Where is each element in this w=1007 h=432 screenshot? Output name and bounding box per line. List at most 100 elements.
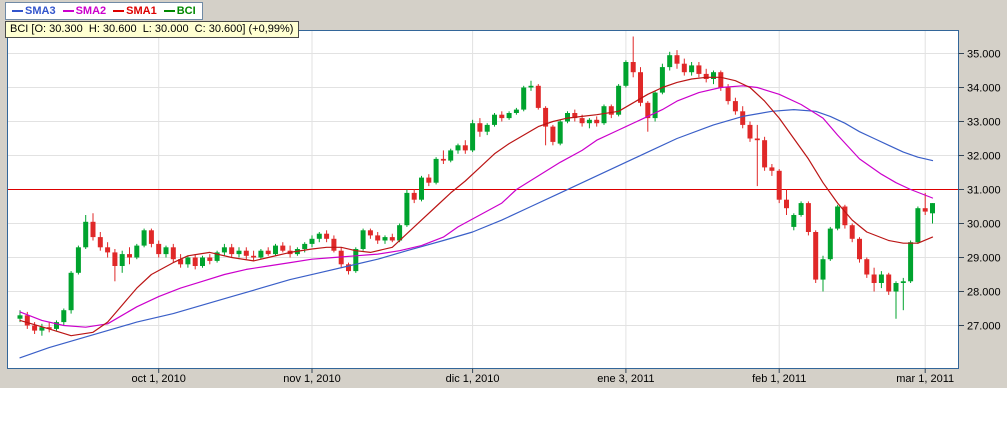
candle-body bbox=[776, 170, 782, 200]
candle-body bbox=[148, 230, 154, 244]
candle-body bbox=[835, 206, 841, 229]
x-tick-label: nov 1, 2010 bbox=[283, 373, 341, 385]
y-tick-label: 31.000 bbox=[967, 185, 1001, 197]
plot-frame bbox=[7, 30, 959, 369]
candle-body bbox=[732, 101, 738, 112]
candle-body bbox=[659, 67, 665, 93]
candle-body bbox=[280, 245, 286, 251]
candle-body bbox=[214, 252, 220, 261]
candle-body bbox=[360, 230, 366, 249]
candle-body bbox=[484, 124, 490, 132]
candle-body bbox=[243, 250, 249, 256]
candle-body bbox=[645, 102, 651, 119]
series-color-dash-icon bbox=[163, 10, 175, 12]
candle-body bbox=[674, 55, 680, 64]
plot-background bbox=[7, 30, 959, 369]
candle-body bbox=[900, 281, 906, 283]
candle-body bbox=[316, 233, 322, 239]
candle-body bbox=[382, 237, 388, 241]
legend-item-sma1[interactable]: SMA1 bbox=[113, 5, 157, 17]
candle-body bbox=[265, 250, 271, 255]
candle-body bbox=[886, 274, 892, 292]
candle-body bbox=[506, 113, 512, 119]
candle-body bbox=[83, 221, 89, 248]
candle-body bbox=[477, 123, 483, 132]
series-color-dash-icon bbox=[62, 10, 74, 12]
candle-body bbox=[192, 257, 198, 266]
candle-body bbox=[163, 247, 169, 255]
candle-body bbox=[46, 327, 52, 329]
candle-body bbox=[367, 230, 373, 236]
candle-body bbox=[528, 85, 534, 88]
candle-body bbox=[689, 65, 695, 73]
legend-item-sma2[interactable]: SMA2 bbox=[62, 5, 106, 17]
candle-body bbox=[601, 106, 607, 124]
candle-body bbox=[586, 119, 592, 124]
y-tick-label: 30.000 bbox=[967, 219, 1001, 231]
candle-body bbox=[842, 206, 848, 226]
chart-legend: SMA3 SMA2 SMA1 BCI bbox=[5, 2, 203, 20]
candle-body bbox=[696, 65, 702, 74]
candle-body bbox=[813, 232, 819, 280]
candle-body bbox=[725, 87, 731, 102]
legend-item-sma3[interactable]: SMA3 bbox=[12, 5, 56, 17]
x-tick-label: oct 1, 2010 bbox=[131, 373, 185, 385]
x-tick-label: feb 1, 2011 bbox=[752, 373, 806, 385]
series-color-dash-icon bbox=[12, 10, 23, 12]
candle-body bbox=[404, 192, 410, 226]
x-axis: oct 1, 2010 nov 1, 2010 dic 1, 2010 ene 3, … bbox=[131, 368, 954, 385]
candle-body bbox=[68, 272, 74, 311]
y-tick-label: 27.000 bbox=[967, 321, 1001, 333]
candle-body bbox=[324, 233, 330, 239]
candle-body bbox=[207, 257, 213, 261]
candle-body bbox=[200, 257, 205, 266]
candle-body bbox=[550, 126, 556, 142]
candle-body bbox=[440, 158, 446, 161]
candle-body bbox=[90, 221, 96, 238]
candle-body bbox=[754, 138, 760, 141]
candle-body bbox=[462, 145, 468, 151]
candle-body bbox=[572, 113, 578, 119]
candle-body bbox=[389, 237, 395, 241]
legend-item-bci[interactable]: BCI bbox=[163, 5, 196, 17]
legend-item-label: BCI bbox=[176, 5, 196, 17]
candle-body bbox=[178, 259, 184, 265]
candle-body bbox=[105, 247, 111, 253]
candle-body bbox=[258, 250, 264, 258]
candle-body bbox=[915, 208, 921, 243]
y-tick-label: 29.000 bbox=[967, 253, 1001, 265]
candle-body bbox=[39, 327, 45, 331]
candle-body bbox=[470, 123, 476, 151]
candle-body bbox=[302, 243, 308, 249]
candle-body bbox=[32, 325, 38, 331]
quote-info-bar: BCI [O: 30.300 H: 30.600 L: 30.000 C: 30… bbox=[5, 21, 300, 38]
candle-body bbox=[930, 203, 935, 214]
candle-body bbox=[419, 177, 424, 200]
candle-body bbox=[397, 225, 403, 241]
candle-body bbox=[623, 62, 629, 86]
candle-body bbox=[784, 199, 789, 209]
candle-body bbox=[75, 247, 81, 273]
candle-body bbox=[922, 208, 928, 212]
candle-body bbox=[878, 274, 884, 283]
candle-body bbox=[769, 167, 775, 171]
candle-body bbox=[61, 310, 67, 323]
candle-body bbox=[864, 259, 870, 275]
candle-body bbox=[411, 192, 417, 200]
candle-body bbox=[798, 203, 804, 215]
candle-body bbox=[112, 252, 118, 266]
candle-body bbox=[119, 254, 125, 266]
candle-body bbox=[791, 215, 797, 227]
candle-body bbox=[565, 113, 570, 122]
candle-body bbox=[134, 245, 140, 258]
candle-body bbox=[857, 238, 862, 260]
y-tick-label: 34.000 bbox=[967, 83, 1001, 95]
candle-body bbox=[740, 111, 746, 125]
candle-body bbox=[236, 250, 242, 255]
y-tick-label: 32.000 bbox=[967, 151, 1001, 163]
candle-body bbox=[908, 242, 914, 282]
candle-body bbox=[543, 107, 549, 127]
candle-body bbox=[170, 247, 176, 260]
candle-body bbox=[221, 247, 227, 253]
price-chart[interactable]: 27.000 28.000 29.000 30.000 31.000 32.000 33.0… bbox=[0, 0, 1007, 400]
